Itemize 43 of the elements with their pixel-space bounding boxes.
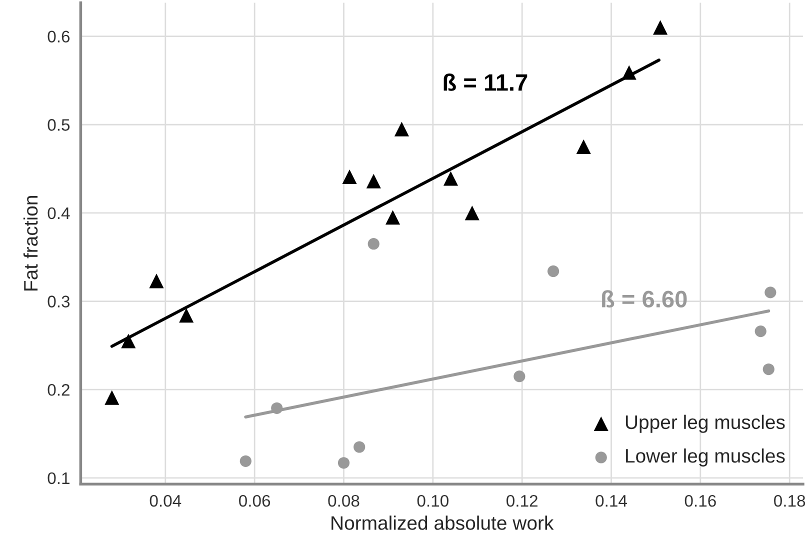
x-tick-label: 0.16 (684, 494, 716, 507)
legend-label: Lower leg muscles (626, 448, 785, 467)
y-axis-title: Fat fraction (23, 196, 38, 290)
x-tick-label: 0.12 (506, 494, 538, 507)
y-tick-label: 0.4 (48, 207, 70, 220)
point (576, 139, 591, 154)
x-tick-label: 0.10 (417, 494, 448, 507)
y-tick-label: 0.3 (48, 296, 70, 308)
point (394, 122, 409, 136)
point (622, 65, 636, 80)
point (514, 370, 526, 382)
point (764, 286, 776, 298)
legend-label: Upper leg muscles (626, 414, 785, 433)
y-tick-label: 0.1 (48, 472, 70, 484)
point (179, 308, 194, 323)
y-tick-label: 0.5 (48, 119, 70, 131)
x-tick-label: 0.06 (239, 494, 270, 507)
point (762, 363, 774, 376)
point (547, 265, 560, 278)
point (366, 174, 381, 188)
annotation: ß = 6.60 (602, 290, 687, 308)
x-tick-label: 0.18 (774, 494, 806, 507)
point (271, 402, 283, 414)
point (386, 210, 400, 225)
x-tick-label: 0.08 (328, 494, 360, 507)
annotation: ß = 11.7 (444, 74, 528, 91)
point (354, 441, 366, 453)
point (104, 390, 120, 405)
point (368, 238, 380, 250)
point (121, 334, 136, 348)
point (338, 457, 350, 469)
y-tick-label: 0.6 (48, 30, 70, 42)
y-tick-label: 0.2 (48, 384, 70, 396)
point (464, 206, 480, 220)
point (240, 455, 252, 467)
x-tick-label: 0.04 (150, 494, 182, 507)
x-axis-title: Normalized absolute work (332, 516, 554, 530)
point (342, 169, 357, 184)
x-tick-label: 0.14 (596, 494, 627, 507)
point (443, 171, 458, 186)
point (653, 20, 668, 35)
point (149, 274, 164, 288)
point (754, 325, 766, 338)
